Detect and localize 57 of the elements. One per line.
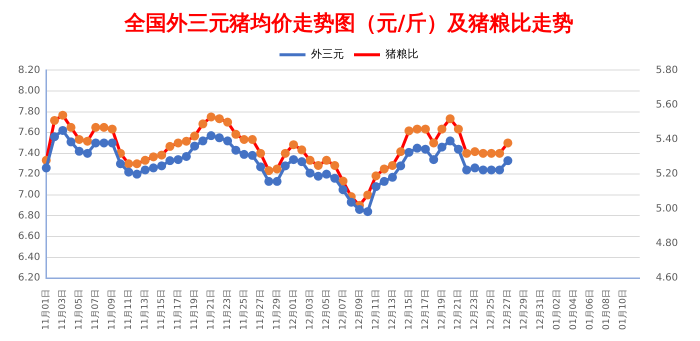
x-tick-label: 12月05日 [322,289,332,330]
y-tick-label: 8.00 [18,86,40,97]
y-tick-label: 6.40 [18,252,40,263]
x-tick-label: 12月15日 [404,289,414,330]
x-tick-label: 12月25日 [486,289,497,330]
x-tick-label: 11月21日 [206,289,216,330]
y2-tick-label: 5.60 [656,99,678,110]
y-tick-label: 7.60 [18,127,40,138]
y-tick-label: 6.60 [18,231,40,242]
x-tick-label: 11月13日 [140,289,151,330]
x-tick-label: 11月15日 [157,289,168,330]
x-tick-label: 12月07日 [338,289,348,330]
x-tick-label: 11月29日 [272,289,282,330]
x-tick-label: 12月11日 [371,289,382,330]
y2-tick-label: 4.60 [656,272,678,284]
x-tick-label: 12月13日 [388,289,398,330]
y2-tick-label: 5.00 [656,203,678,214]
x-tick-label: 12月01日 [288,289,299,330]
y-tick-label: 7.20 [18,168,40,180]
x-tick-label: 11月01日 [42,289,52,330]
legend-label: 外三元 [311,48,344,61]
x-tick-label: 11月23日 [222,289,233,330]
x-tick-label: 01月06日 [586,289,596,330]
x-tick-label: 12月03日 [305,289,316,330]
y-tick-label: 8.20 [18,64,40,76]
x-tick-label: 01月10日 [618,289,629,330]
y2-tick-label: 4.80 [656,238,678,250]
y-tick-label: 7.80 [18,106,40,118]
x-tick-label: 11月11日 [124,289,134,330]
x-tick-label: 11月19日 [190,289,200,330]
y-tick-label: 7.00 [18,190,40,201]
x-tick-label: 11月17日 [173,289,184,330]
y-tick-label: 7.40 [18,148,40,159]
x-tick-label: 01月02日 [552,289,563,330]
x-tick-label: 12月17日 [420,289,431,330]
x-tick-label: 11月03日 [58,289,68,330]
y2-tick-label: 5.20 [656,168,678,180]
y2-tick-label: 5.80 [656,64,678,76]
x-tick-label: 11月07日 [91,289,102,330]
x-tick-label: 01月04日 [569,289,580,330]
x-tick-label: 12月29日 [520,289,530,330]
x-tick-label: 12月19日 [437,289,448,330]
y-tick-label: 6.20 [18,272,40,284]
x-tick-label: 11月05日 [74,289,85,330]
y2-tick-label: 5.40 [656,134,678,146]
legend-label: 猪粮比 [386,48,418,61]
x-tick-label: 12月23日 [470,289,480,330]
x-tick-label: 12月09日 [354,289,365,330]
x-tick-label: 12月27日 [503,289,514,330]
x-tick-label: 11月27日 [256,289,266,330]
x-tick-label: 01月08日 [602,289,612,330]
y-tick-label: 6.80 [18,210,40,222]
chart-title: 全国外三元猪均价走势图（元/斤）及猪粮比走势 [124,11,574,36]
x-tick-label: 12月21日 [454,289,464,330]
x-tick-label: 12月31日 [536,289,546,330]
x-tick-label: 11月09日 [108,289,118,330]
x-tick-label: 11月25日 [239,289,250,330]
